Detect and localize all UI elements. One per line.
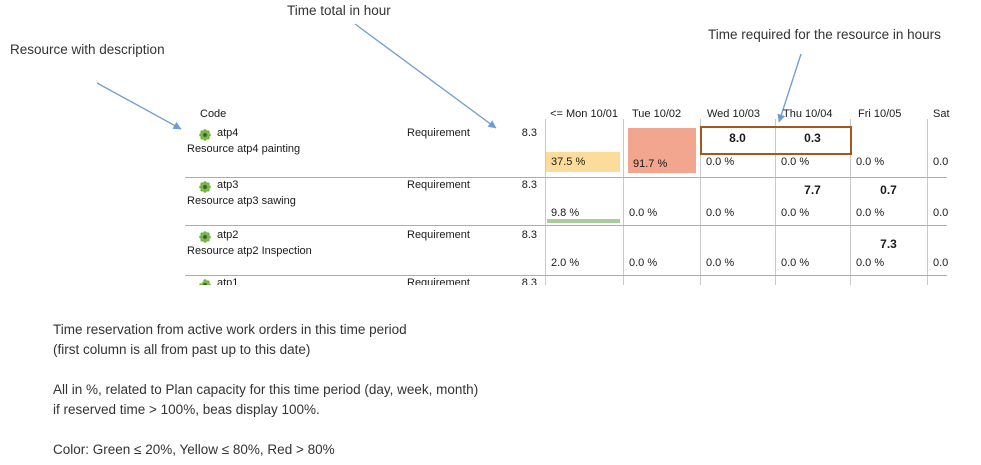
resource-description: Resource atp4 painting — [187, 143, 301, 155]
resource-code[interactable]: atp1 — [217, 277, 239, 285]
grid-vline — [545, 119, 546, 285]
cell-atp4-mon-percent[interactable]: 37.5 % — [546, 152, 620, 172]
cell-atp2-wed-percent[interactable]: 0.0 % — [706, 257, 735, 269]
row-type-label: Requirement — [407, 127, 470, 139]
note-line: (first column is all from past up to thi… — [53, 342, 311, 357]
note-line: Time reservation from active work orders… — [53, 322, 407, 337]
resource-code[interactable]: atp4 — [217, 127, 239, 139]
column-header-tue: Tue 10/02 — [632, 108, 682, 120]
cell-atp4-thu-hours[interactable]: 0.3 — [804, 131, 821, 145]
cell-atp3-thu-percent[interactable]: 0.0 % — [781, 207, 810, 219]
annotation-resource-with-description: Resource with description — [10, 42, 165, 57]
cell-atp4-sat-percent[interactable]: 0.0 — [933, 156, 949, 168]
cell-atp3-tue-percent[interactable]: 0.0 % — [629, 207, 658, 219]
cell-atp3-sat-percent[interactable]: 0.0 — [933, 207, 949, 219]
cell-atp4-thu-percent[interactable]: 0.0 % — [781, 156, 810, 168]
cell-atp4-wed-percent[interactable]: 0.0 % — [706, 156, 735, 168]
column-header-mon: <= Mon 10/01 — [550, 108, 618, 120]
grid-hline — [185, 225, 947, 226]
resource-gear-icon — [199, 129, 211, 141]
arrow-to-resource — [96, 82, 182, 130]
cell-atp2-fri-percent[interactable]: 0.0 % — [856, 257, 885, 269]
row-type-label: Requirement — [407, 179, 470, 191]
green-capacity-bar — [547, 219, 620, 223]
row-type-label: Requirement — [407, 277, 470, 285]
grid-hline — [185, 275, 947, 276]
cell-atp2-mon-percent[interactable]: 2.0 % — [551, 257, 580, 269]
grid-vline — [700, 119, 701, 285]
column-header-thu: Thu 10/04 — [783, 108, 833, 120]
cell-atp3-fri-percent[interactable]: 0.0 % — [856, 207, 885, 219]
time-total-hours[interactable]: 8.3 — [521, 127, 537, 139]
cell-atp4-tue-percent[interactable]: 91.7 % — [628, 128, 696, 173]
note-line: All in %, related to Plan capacity for t… — [53, 382, 479, 397]
highlight-box-required-hours — [700, 126, 852, 155]
resource-gear-icon — [199, 181, 211, 193]
cell-atp2-thu-percent[interactable]: 0.0 % — [781, 257, 810, 269]
column-header-sat: Sat — [933, 108, 950, 120]
note-line: if reserved time > 100%, beas display 10… — [53, 402, 320, 417]
cell-atp3-wed-percent[interactable]: 0.0 % — [706, 207, 735, 219]
time-total-hours[interactable]: 8.3 — [521, 229, 537, 241]
cell-atp3-mon-percent[interactable]: 9.8 % — [551, 207, 580, 219]
time-total-hours[interactable]: 8.3 — [521, 277, 537, 285]
row-type-label: Requirement — [407, 229, 470, 241]
cell-atp3-thu-hours[interactable]: 7.7 — [804, 183, 821, 197]
percent-value: 37.5 % — [551, 156, 586, 168]
note-reservation: Time reservation from active work orders… — [53, 320, 407, 360]
cell-atp2-fri-hours[interactable]: 7.3 — [880, 237, 897, 251]
grid-vline — [623, 119, 624, 285]
column-header-wed: Wed 10/03 — [707, 108, 761, 120]
resource-capacity-grid: Code <= Mon 10/01 Tue 10/02 Wed 10/03 Th… — [185, 105, 981, 285]
note-percent-rule: All in %, related to Plan capacity for t… — [53, 380, 478, 420]
resource-code[interactable]: atp2 — [217, 229, 239, 241]
resource-gear-icon — [199, 279, 211, 285]
grid-vline — [775, 119, 776, 285]
resource-description: Resource atp2 Inspection — [187, 245, 312, 257]
grid-vline — [927, 119, 928, 285]
resource-code[interactable]: atp3 — [217, 179, 239, 191]
note-color-legend: Color: Green ≤ 20%, Yellow ≤ 80%, Red > … — [53, 440, 335, 460]
cell-atp2-tue-percent[interactable]: 0.0 % — [629, 257, 658, 269]
cell-atp4-wed-hours[interactable]: 8.0 — [729, 131, 746, 145]
annotation-time-total: Time total in hour — [287, 3, 391, 18]
resource-gear-icon — [199, 231, 211, 243]
cell-atp2-sat-percent[interactable]: 0.0 — [933, 257, 949, 269]
note-line: Color: Green ≤ 20%, Yellow ≤ 80%, Red > … — [53, 442, 335, 457]
cell-atp4-fri-percent[interactable]: 0.0 % — [856, 156, 885, 168]
annotation-time-required: Time required for the resource in hours — [708, 27, 941, 42]
column-header-code: Code — [200, 108, 227, 120]
column-header-fri: Fri 10/05 — [858, 108, 902, 120]
grid-hline — [185, 177, 947, 178]
resource-description: Resource atp3 sawing — [187, 195, 296, 207]
cell-atp3-fri-hours[interactable]: 0.7 — [880, 183, 897, 197]
grid-vline — [850, 119, 851, 285]
percent-value: 91.7 % — [633, 158, 668, 170]
time-total-hours[interactable]: 8.3 — [521, 179, 537, 191]
